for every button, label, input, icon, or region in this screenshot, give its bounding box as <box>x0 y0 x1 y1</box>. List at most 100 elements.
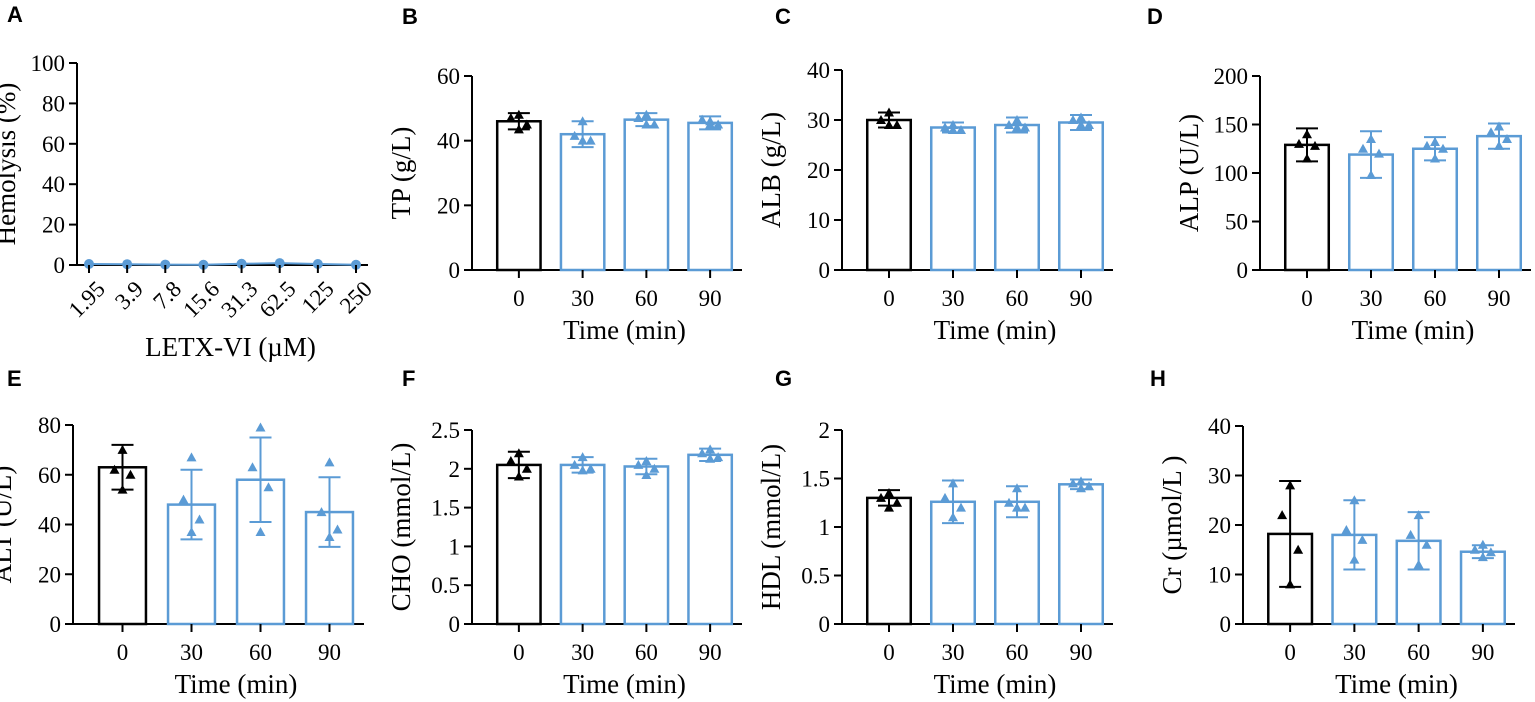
panel-letter: F <box>402 366 415 391</box>
data-point <box>117 484 128 494</box>
bar <box>929 126 977 272</box>
data-point <box>641 119 652 129</box>
data-point <box>705 453 716 463</box>
data-point <box>1494 121 1504 131</box>
data-point <box>713 452 724 462</box>
data-point <box>1302 153 1312 163</box>
y-tick-label: 150 <box>1214 113 1249 138</box>
x-tick-label: 125 <box>297 276 339 318</box>
data-point <box>1020 122 1030 132</box>
data-point <box>956 502 966 512</box>
y-tick-label: 40 <box>42 172 65 197</box>
data-point <box>1477 552 1488 562</box>
data-point <box>577 116 588 126</box>
y-tick-label: 40 <box>437 129 460 154</box>
panel-b: B 0 20 40 60 TP (g/L) 0 30 60 90 Time (min) <box>386 4 742 345</box>
data-point <box>892 120 902 129</box>
x-tick-label: 60 <box>1006 640 1029 665</box>
data-point <box>1004 120 1014 129</box>
x-tick-label: 0 <box>883 640 895 665</box>
data-point <box>633 113 644 123</box>
data-point <box>1430 153 1440 163</box>
data-point <box>1469 544 1480 554</box>
data-point <box>122 259 133 270</box>
y-tick-label: 2.5 <box>431 418 460 443</box>
data-point <box>1349 554 1360 564</box>
y-tick-label: 40 <box>38 513 61 538</box>
y-axis-title: ALP (U/L) <box>1174 114 1204 232</box>
x-axis-title: Time (min) <box>1352 315 1475 345</box>
data-point <box>125 469 136 479</box>
x-tick-label: 0 <box>513 286 525 311</box>
panel-letter: H <box>1150 366 1166 391</box>
data-point <box>1358 143 1368 153</box>
x-tick-label: 30 <box>942 640 965 665</box>
y-tick-label: 0 <box>449 612 461 637</box>
data-point <box>1502 134 1512 144</box>
data-point <box>1422 140 1432 150</box>
data-point <box>641 109 652 119</box>
bar <box>623 465 670 626</box>
data-point <box>940 492 950 502</box>
data-point <box>940 122 950 132</box>
data-point <box>1374 148 1384 158</box>
x-tick-label: 60 <box>249 640 272 665</box>
y-axis-title: ALB (g/L) <box>756 112 786 228</box>
y-tick-label: 60 <box>38 463 61 488</box>
y-tick-label: 20 <box>1208 513 1231 538</box>
bar <box>559 132 606 272</box>
x-tick-label: 0 <box>883 286 895 311</box>
data-point <box>713 119 724 129</box>
data-point <box>1421 539 1432 549</box>
y-tick-label: 80 <box>42 91 65 116</box>
data-point <box>255 422 266 432</box>
data-point <box>577 452 588 462</box>
y-tick-label: 10 <box>807 208 830 233</box>
bar <box>1283 143 1331 272</box>
panel-letter: G <box>775 366 792 391</box>
series-line <box>88 262 357 266</box>
data-point <box>186 526 197 536</box>
data-point <box>876 115 886 124</box>
data-point <box>1413 510 1424 520</box>
panel-d: D 0 50 100 150 200 ALP (U/L) 0 30 60 90 Time (min) <box>1147 4 1531 345</box>
x-tick-label: 0 <box>513 640 525 665</box>
data-point <box>198 259 209 270</box>
bar <box>559 463 606 626</box>
data-point <box>505 113 516 123</box>
data-point <box>521 463 532 473</box>
x-tick-label: 0 <box>1301 286 1313 311</box>
data-point <box>956 125 966 134</box>
data-point <box>1486 127 1496 137</box>
x-tick-label: 7.8 <box>148 276 186 314</box>
data-point <box>84 258 94 269</box>
data-point <box>697 114 708 124</box>
y-tick-label: 2 <box>449 457 461 482</box>
data-point <box>513 448 524 458</box>
data-point <box>1277 510 1288 520</box>
bar <box>1475 134 1523 272</box>
x-tick-label: 3.9 <box>110 276 148 314</box>
data-point <box>1012 483 1022 493</box>
x-tick-label: 30 <box>571 286 594 311</box>
y-tick-label: 0 <box>449 258 461 283</box>
data-point <box>1430 136 1440 146</box>
y-tick-label: 0.5 <box>801 564 830 589</box>
data-point <box>569 130 580 140</box>
panel-e: E 0 20 40 60 80 ALT (U/L) 0 30 60 90 Time (min) <box>0 366 364 699</box>
data-point <box>1293 544 1304 554</box>
y-tick-label: 30 <box>1208 464 1231 489</box>
data-point <box>513 109 524 119</box>
data-point <box>1068 115 1078 124</box>
x-tick-label: 90 <box>1070 286 1093 311</box>
data-point <box>641 470 652 480</box>
x-tick-label: 60 <box>1424 286 1447 311</box>
panel-a: A 0 20 40 60 80 100 Hemolysis (%) 1.95 3.9 7.815.6… <box>0 2 377 362</box>
data-point <box>1477 539 1488 549</box>
x-tick-label: 250 <box>335 276 377 318</box>
data-point <box>884 107 894 117</box>
data-point <box>948 120 958 129</box>
x-tick-label: 30 <box>942 286 965 311</box>
y-tick-label: 0 <box>50 612 62 637</box>
y-axis-title: TP (g/L) <box>386 127 416 220</box>
